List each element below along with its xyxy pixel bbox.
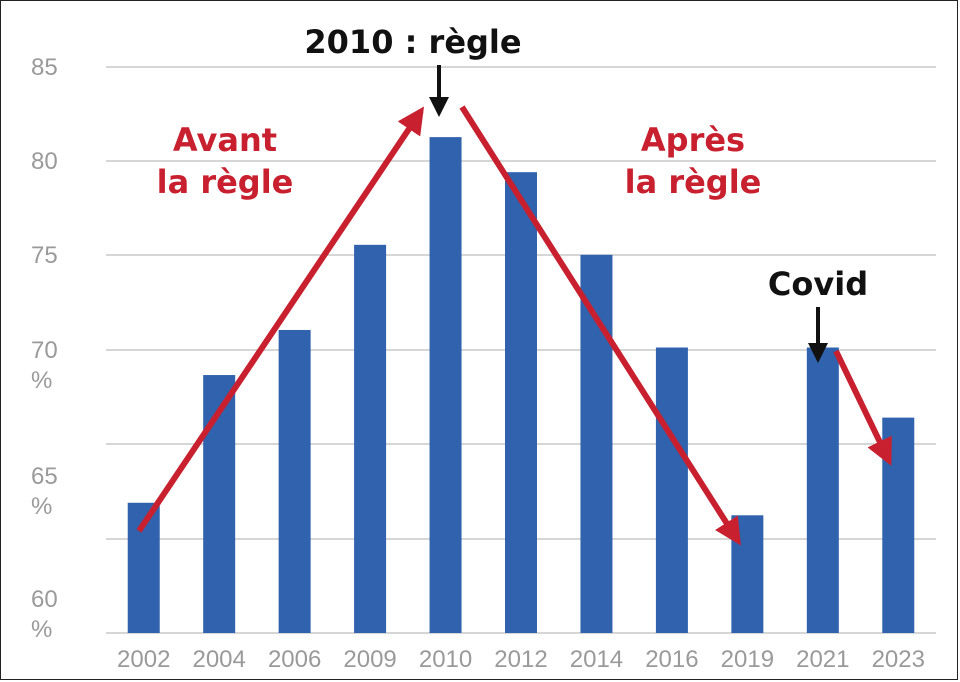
fall-arrow	[459, 105, 741, 546]
y-tick-0: 60%	[31, 586, 58, 643]
bar-2006	[278, 329, 311, 633]
x-axis-labels: 2002 2004 2006 2009 2010 2012 2014 2016 2019 2021…	[117, 646, 925, 673]
after-annotation-line-2: la règle	[625, 163, 762, 201]
x-tick-2023: 2023	[872, 646, 925, 673]
before-annotation-line-2: la règle	[157, 163, 294, 201]
bar-2014	[580, 254, 613, 634]
y-tick-4: 80	[31, 148, 58, 175]
bar-2004	[203, 375, 236, 633]
bar-2021	[806, 347, 839, 633]
bar-series	[127, 137, 915, 634]
x-tick-2014: 2014	[570, 646, 623, 673]
x-tick-2006: 2006	[268, 646, 321, 673]
y-tick-5: 85	[31, 54, 58, 81]
x-tick-2021: 2021	[796, 646, 849, 673]
y-tick-3: 75	[31, 242, 58, 269]
y-tick-2: 70%	[31, 337, 58, 394]
x-tick-2016: 2016	[645, 646, 698, 673]
rule-annotation: 2010 : règle	[304, 23, 521, 61]
bar-2023	[882, 417, 915, 633]
covid-annotation: Covid	[768, 265, 868, 303]
x-tick-2012: 2012	[494, 646, 547, 673]
y-axis-labels: 60 % 65 % 70 % 75 80 85	[31, 54, 58, 643]
before-annotation-line-1: Avant	[173, 121, 277, 159]
rise-arrow	[136, 106, 425, 533]
x-tick-2004: 2004	[192, 646, 245, 673]
x-tick-2019: 2019	[721, 646, 774, 673]
annotation-arrows	[136, 65, 892, 546]
x-tick-2010: 2010	[419, 646, 472, 673]
covid-fall-arrow	[833, 349, 892, 466]
x-tick-2009: 2009	[343, 646, 396, 673]
bar-2012	[505, 172, 537, 633]
x-tick-2002: 2002	[117, 646, 170, 673]
after-annotation-line-1: Après	[641, 121, 745, 159]
annotation-labels: 2010 : règle Avant la règle Après la règ…	[157, 23, 868, 303]
bar-2016	[655, 347, 688, 633]
bar-2009	[354, 244, 387, 634]
bar-2010	[429, 137, 462, 633]
y-tick-1: 65%	[31, 463, 58, 520]
